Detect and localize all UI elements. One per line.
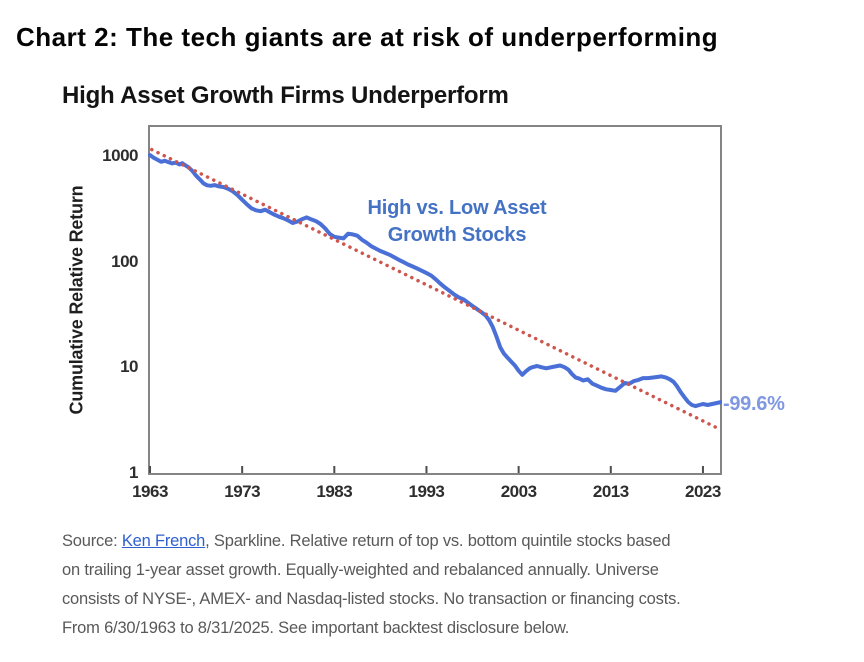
- series-line: [148, 153, 722, 409]
- series-annotation-line1: High vs. Low Asset: [367, 197, 547, 219]
- y-tick-label: 1: [129, 463, 138, 482]
- y-tick-label: 10: [120, 357, 138, 377]
- source-link[interactable]: Ken French: [121, 532, 206, 550]
- chart-title: High Asset Growth Firms Underperform: [62, 82, 509, 109]
- x-tick-label: 1993: [408, 482, 445, 501]
- source-line-4: From 6/30/1963 to 8/31/2025. See importa…: [62, 619, 570, 637]
- x-tick-label: 1973: [224, 482, 261, 501]
- source-note: Source: Ken French, Sparkline. Relative …: [62, 527, 812, 643]
- source-prefix: Source:: [62, 532, 122, 550]
- y-axis-label: Cumulative Relative Return: [66, 185, 87, 415]
- chart-canvas: [148, 147, 722, 473]
- x-tick-label: 1983: [316, 482, 353, 501]
- series-annotation: High vs. Low Asset Growth Stocks: [334, 195, 580, 249]
- x-tick-label: 2023: [685, 482, 721, 501]
- source-line-2: on trailing 1-year asset growth. Equally…: [62, 561, 659, 579]
- source-line1-rest: , Sparkline. Relative return of top vs. …: [205, 532, 671, 550]
- trend-line: [150, 147, 722, 431]
- x-tick-label: 2013: [592, 482, 629, 501]
- x-tick-label: 2003: [500, 482, 537, 501]
- x-tick-label: 1963: [132, 482, 168, 501]
- y-tick-label: 1000: [102, 145, 138, 165]
- source-line-3: consists of NYSE-, AMEX- and Nasdaq-list…: [62, 590, 681, 608]
- source-line-1: Source: Ken French, Sparkline. Relative …: [62, 527, 812, 556]
- series-annotation-line2: Growth Stocks: [387, 224, 527, 246]
- plot-area: High vs. Low Asset Growth Stocks: [148, 125, 722, 475]
- end-value-label: -99.6%: [723, 393, 785, 415]
- page-title: Chart 2: The tech giants are at risk of …: [16, 22, 719, 52]
- y-tick-label: 100: [111, 251, 138, 271]
